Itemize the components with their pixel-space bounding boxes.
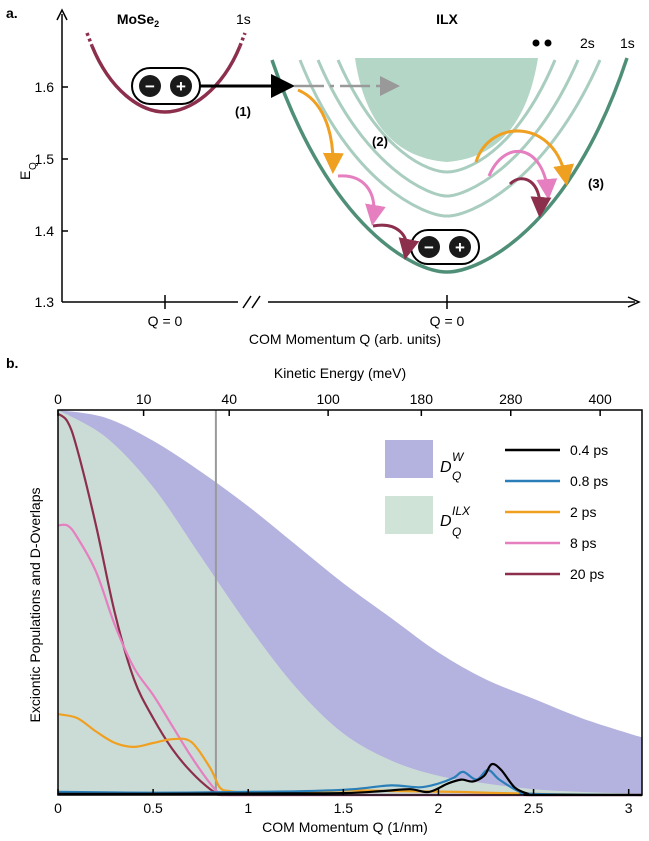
legend: D W Q D ILX Q 0.4 ps 0.8 ps 2 ps 8 ps 20 ps — [385, 440, 608, 582]
top-tick-label: 0 — [54, 391, 62, 407]
ytick-1.6: 1.6 — [35, 79, 55, 95]
xtick-right-label: Q = 0 — [430, 313, 465, 329]
top-ticks: 0 10 40 100 180 280 400 — [54, 391, 612, 416]
panel-a-x-arrowhead — [627, 296, 641, 308]
top-tick-label: 180 — [410, 391, 434, 407]
arrow-orange-right — [474, 129, 574, 186]
mose2-band-dash-right — [238, 32, 247, 47]
xtick-label: 1 — [244, 800, 252, 816]
ytick-1.5: 1.5 — [35, 151, 55, 167]
svg-text:Q: Q — [28, 162, 39, 170]
top-tick-label: 400 — [588, 391, 612, 407]
panel-a-label: a. — [6, 5, 18, 21]
xtick-label: 3 — [625, 800, 633, 816]
svg-text:+: + — [176, 77, 186, 96]
ellipsis-dot-1 — [532, 39, 540, 47]
xtick-label: 0 — [54, 800, 62, 816]
series-line-0.4-ps — [57, 762, 642, 797]
xtick-label: 2 — [435, 800, 443, 816]
legend-label-2-ps: 2 ps — [570, 504, 596, 520]
panel-a-ylabel: E Q — [17, 162, 39, 180]
svg-text:−: − — [424, 238, 434, 257]
svg-text:D: D — [440, 459, 452, 476]
svg-text:ILX: ILX — [452, 504, 471, 518]
ilx-band-2s — [298, 59, 602, 218]
mose2-band-dash-left — [85, 32, 94, 47]
arrow-maroon-left — [372, 223, 420, 260]
mose2-band — [90, 45, 242, 114]
panel-b-xlabel: COM Momentum Q (1/nm) — [262, 819, 428, 835]
area-dilx — [58, 410, 629, 795]
legend-label-8-ps: 8 ps — [570, 535, 596, 551]
top-tick-label: 100 — [316, 391, 340, 407]
xtick-label: 0.5 — [143, 800, 163, 816]
svg-text:+: + — [455, 238, 465, 257]
ilx-exciton: − + — [410, 229, 480, 265]
legend-label-20-ps: 20 ps — [570, 566, 604, 582]
legend-lines: 0.4 ps 0.8 ps 2 ps 8 ps 20 ps — [505, 442, 608, 582]
arrow-pink-right — [487, 149, 558, 200]
svg-text:D: D — [440, 513, 452, 530]
panel-b-frame — [57, 409, 643, 796]
axis-break — [242, 295, 261, 309]
ilx-band-2 — [316, 59, 580, 198]
top-tick-label: 40 — [221, 391, 237, 407]
legend-label-0.4-ps: 0.4 ps — [570, 442, 608, 458]
svg-text:E: E — [17, 171, 33, 180]
mose2-title: MoSe2 — [117, 11, 159, 29]
ilx-band-3 — [336, 59, 557, 174]
mose2-exciton: − + — [131, 67, 201, 105]
step-1-label: (1) — [235, 104, 251, 119]
xtick-label: 2.5 — [524, 800, 544, 816]
arrow-orange-left — [297, 88, 344, 174]
panel-a: a. 1.6 1.5 1.4 1.3 — [6, 5, 641, 347]
panel-b: b. Kinetic Energy (meV) 0 0.5 1 1.5 2 2.5 3 0 1… — [6, 355, 643, 835]
svg-text:Q: Q — [452, 469, 461, 483]
ellipsis-dot-2 — [544, 39, 552, 47]
panel-a-yticks: 1.6 1.5 1.4 1.3 — [35, 79, 68, 310]
top-tick-label: 280 — [499, 391, 523, 407]
xtick-label: 1.5 — [334, 800, 354, 816]
arrow-pink-left — [337, 174, 386, 226]
ilx-2s-label: 2s — [580, 35, 595, 51]
panel-b-label: b. — [6, 355, 18, 371]
ytick-1.4: 1.4 — [35, 223, 55, 239]
top-axis-label: Kinetic Energy (meV) — [274, 365, 406, 381]
ilx-1s-label: 1s — [620, 35, 635, 51]
svg-text:Q: Q — [452, 525, 461, 539]
svg-text:−: − — [145, 77, 155, 96]
plot-areas — [58, 410, 642, 795]
legend-label-dilx: D ILX Q — [440, 504, 471, 539]
panel-a-y-arrowhead — [56, 8, 68, 21]
legend-label-dw: D W Q — [440, 450, 465, 483]
step-2-label: (2) — [372, 134, 388, 149]
bottom-ticks: 0 0.5 1 1.5 2 2.5 3 — [54, 789, 633, 816]
xtick-left-label: Q = 0 — [148, 313, 183, 329]
top-tick-label: 10 — [136, 391, 152, 407]
panel-a-xlabel: COM Momentum Q (arb. units) — [249, 331, 441, 347]
legend-swatch-dilx — [385, 496, 433, 534]
panel-b-ylabel: Exciontic Populations and D-Overlaps — [27, 487, 43, 722]
legend-swatch-dw — [385, 440, 433, 478]
legend-label-0.8-ps: 0.8 ps — [570, 473, 608, 489]
series-line-0.8-ps — [57, 768, 643, 797]
ilx-continuum — [355, 58, 538, 162]
mose2-1s-label: 1s — [236, 11, 251, 27]
svg-text:W: W — [452, 450, 465, 464]
arrow-maroon-right — [508, 177, 552, 218]
ilx-title: ILX — [436, 11, 458, 27]
ytick-1.3: 1.3 — [35, 294, 55, 310]
step-3-label: (3) — [588, 176, 604, 191]
